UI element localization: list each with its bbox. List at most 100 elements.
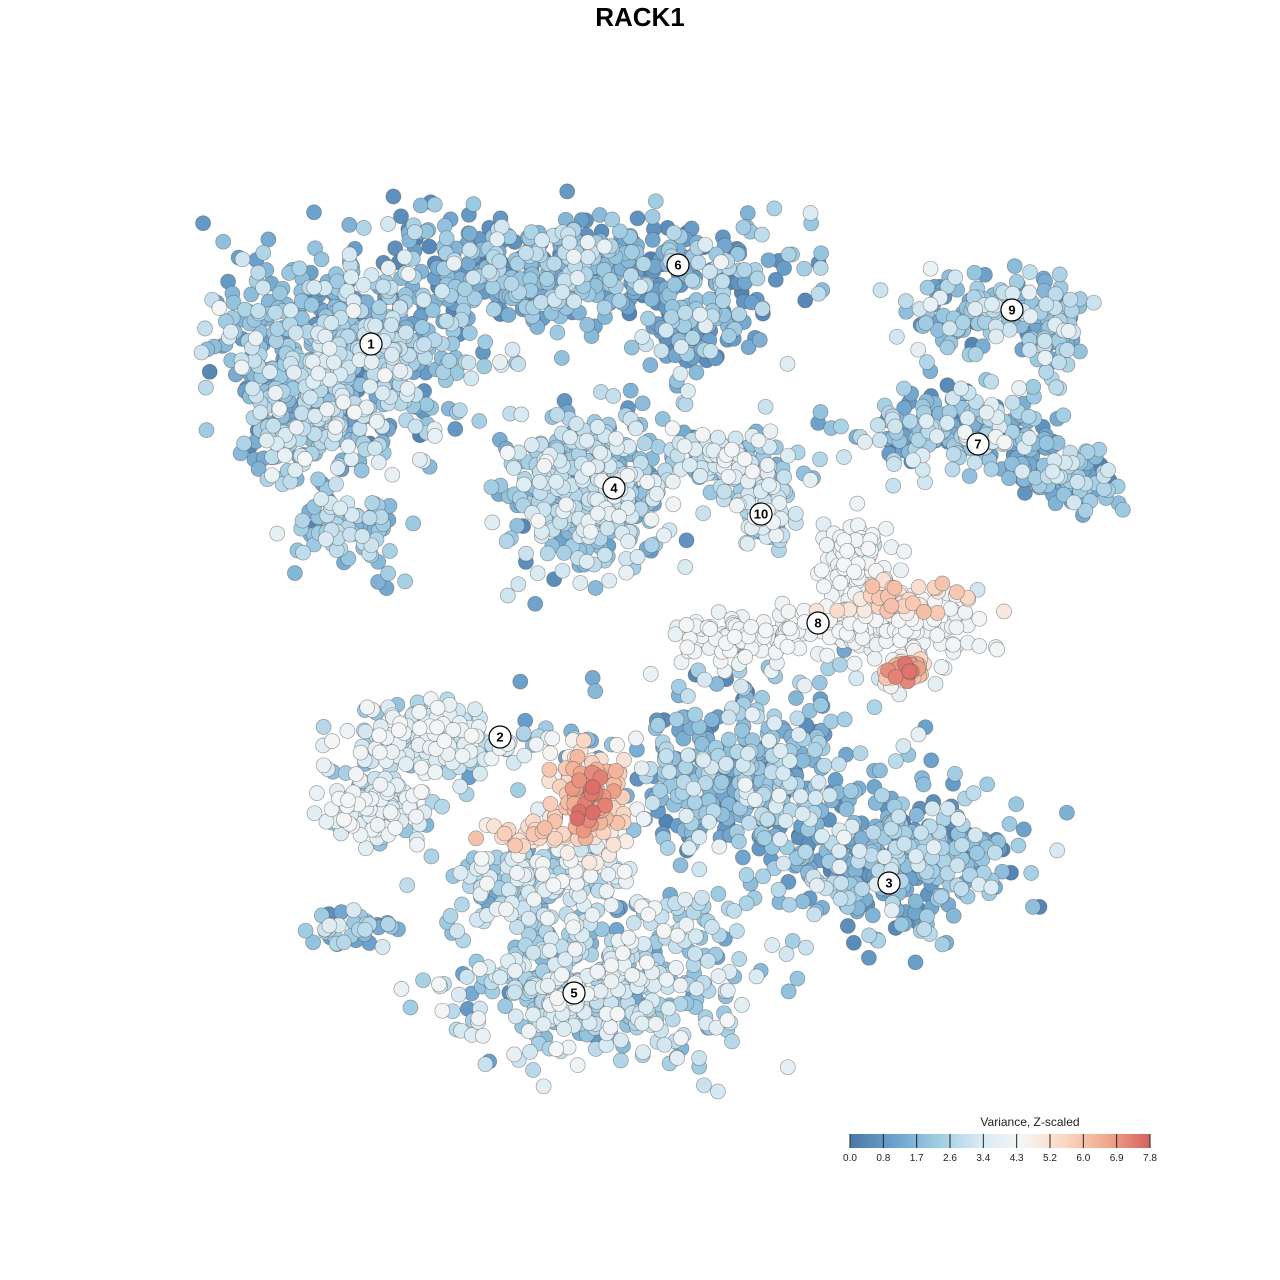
- scatter-point: [656, 1036, 673, 1053]
- scatter-point: [390, 722, 407, 739]
- scatter-point: [739, 205, 756, 221]
- scatter-point: [557, 951, 574, 968]
- scatter-point: [584, 907, 601, 923]
- scatter-point: [744, 463, 761, 480]
- scatter-point: [971, 610, 988, 627]
- scatter-point: [737, 649, 754, 665]
- scatter-point: [857, 434, 873, 450]
- scatter-point: [750, 432, 767, 449]
- scatter-point: [895, 738, 912, 754]
- scatter-point: [720, 731, 737, 748]
- scatter-point: [635, 811, 652, 827]
- scatter-point: [260, 231, 277, 248]
- scatter-point: [392, 363, 409, 379]
- scatter-point: [509, 919, 525, 935]
- scatter-point: [413, 759, 430, 776]
- scatter-point: [907, 954, 924, 971]
- scatter-point: [677, 396, 694, 413]
- scatter-point: [568, 416, 585, 432]
- scatter-point: [929, 627, 946, 644]
- scatter-point: [691, 861, 708, 878]
- scatter-point: [955, 314, 971, 331]
- scatter-point: [861, 927, 877, 944]
- scatter-point: [864, 907, 881, 924]
- scatter-point: [780, 983, 797, 1000]
- scatter-point: [864, 578, 881, 595]
- scatter-point: [644, 232, 661, 248]
- scatter-point: [547, 830, 563, 847]
- scatter-point: [713, 254, 729, 270]
- scatter-point: [578, 553, 595, 570]
- scatter-point: [454, 896, 470, 913]
- scatter-point: [688, 364, 705, 381]
- scatter-point: [498, 901, 514, 918]
- scatter-point: [983, 879, 1000, 896]
- scatter-point: [908, 807, 925, 823]
- scatter-point: [738, 895, 755, 912]
- scatter-point: [714, 273, 731, 290]
- scatter-point: [947, 765, 963, 782]
- scatter-point: [269, 525, 286, 542]
- scatter-point: [744, 706, 761, 723]
- scatter-point: [780, 603, 797, 620]
- scatter-point: [385, 188, 402, 205]
- scatter-point: [726, 902, 742, 919]
- scatter-point: [692, 306, 708, 323]
- scatter-point: [983, 461, 1000, 478]
- scatter-point: [601, 572, 618, 589]
- scatter-point: [255, 244, 272, 261]
- scatter-point: [434, 798, 450, 815]
- scatter-point: [576, 732, 592, 749]
- scatter-point: [380, 565, 396, 582]
- scatter-point: [461, 325, 478, 341]
- scatter-point: [643, 291, 660, 308]
- scatter-point: [336, 811, 352, 828]
- scatter-point: [678, 808, 695, 824]
- scatter-point: [739, 535, 756, 552]
- scatter-point: [497, 998, 514, 1014]
- scatter-point: [988, 328, 1005, 345]
- scatter-point: [580, 249, 596, 266]
- scatter-point: [686, 794, 703, 811]
- scatter-point: [512, 673, 529, 690]
- scatter-point: [754, 300, 771, 317]
- scatter-point: [708, 1019, 725, 1036]
- scatter-point: [965, 785, 982, 801]
- scatter-point: [996, 603, 1012, 620]
- scatter-point: [860, 540, 877, 557]
- scatter-point: [541, 942, 558, 959]
- scatter-point: [729, 497, 745, 514]
- scatter-point: [507, 1008, 524, 1025]
- scatter-point: [781, 753, 798, 769]
- scatter-point: [264, 467, 280, 484]
- colorbar-svg: 0.0 0.8 1.7 2.6 3.4 4.3 5.2 6.0 6.9 7.8: [843, 1134, 1157, 1164]
- scatter-point: [1096, 481, 1112, 497]
- colorbar-gradient: [850, 1134, 1150, 1148]
- scatter-point: [438, 230, 455, 247]
- scatter-point: [567, 941, 584, 958]
- scatter-point: [587, 683, 604, 700]
- scatter-point: [762, 423, 779, 440]
- scatter-point: [812, 697, 829, 713]
- scatter-point: [794, 806, 811, 822]
- scatter-point: [399, 380, 416, 397]
- cluster-label-text: 10: [754, 507, 768, 522]
- cluster-label-badge: [806, 611, 830, 635]
- scatter-point: [736, 262, 753, 278]
- scatter-point: [789, 710, 806, 727]
- scatter-point: [612, 223, 628, 240]
- scatter-point: [559, 845, 576, 861]
- scatter-point: [676, 438, 693, 455]
- scatter-point: [612, 1052, 629, 1069]
- scatter-point: [640, 906, 657, 923]
- scatter-point: [329, 460, 346, 476]
- scatter-point: [236, 435, 252, 452]
- scatter-point: [680, 688, 696, 704]
- scatter-point: [787, 505, 804, 522]
- scatter-point: [265, 417, 282, 434]
- scatter-point: [623, 267, 639, 284]
- scatter-point: [197, 320, 213, 337]
- scatter-point: [766, 200, 783, 217]
- scatter-point: [341, 217, 358, 233]
- scatter-point: [643, 537, 660, 554]
